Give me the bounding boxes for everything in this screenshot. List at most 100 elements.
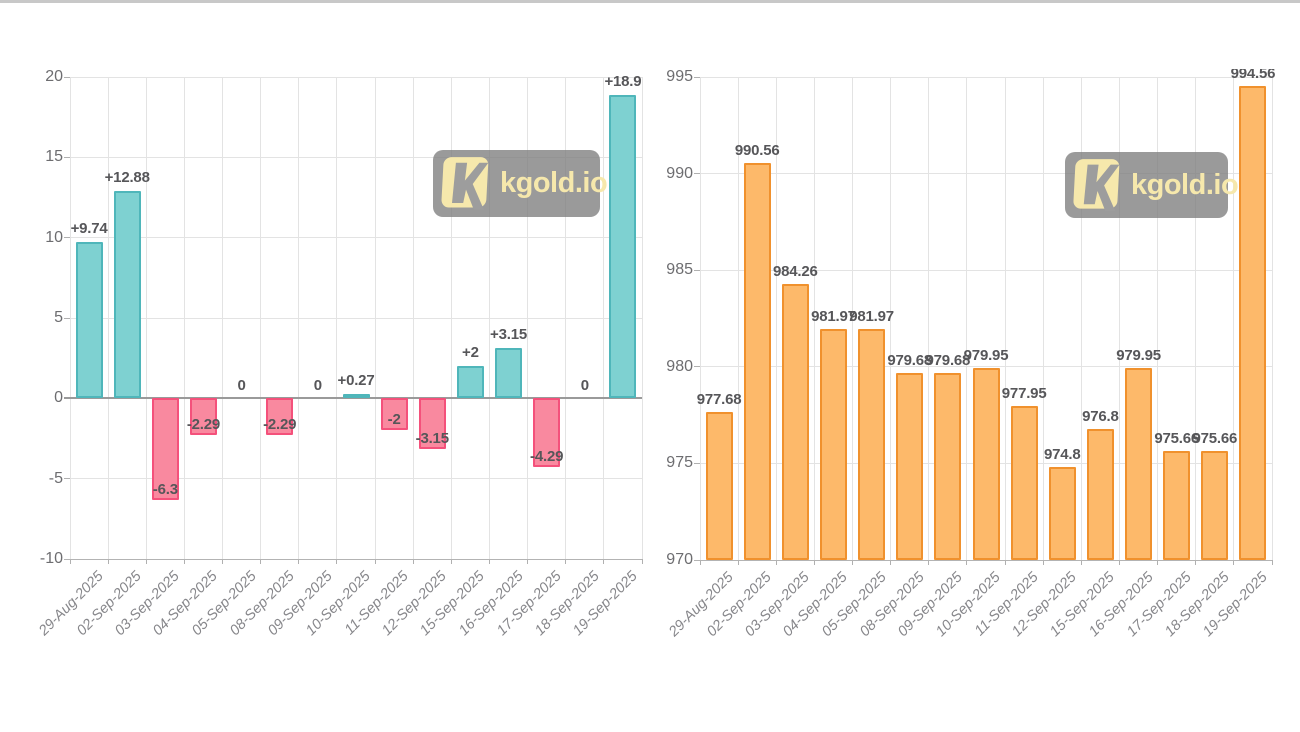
y-axis-tick <box>694 173 700 175</box>
bar-17-Sep-2025[interactable] <box>1163 450 1191 560</box>
x-gridline <box>1271 77 1273 560</box>
x-axis-tick <box>222 559 224 564</box>
y-axis-tick <box>64 237 70 239</box>
bar-value-label: 981.97 <box>811 307 856 325</box>
x-gridline <box>737 77 739 560</box>
y-axis-tick <box>694 366 700 368</box>
x-gridline <box>183 77 185 559</box>
y-axis-label: -10 <box>39 550 63 567</box>
bar-value-label: 977.95 <box>1001 385 1047 403</box>
x-gridline <box>222 77 224 559</box>
x-axis-tick <box>1271 560 1273 565</box>
bar-value-label: +2 <box>462 344 479 362</box>
y-axis-tick <box>694 269 700 271</box>
bar-02-Sep-2025[interactable] <box>113 191 141 399</box>
bar-04-Sep-2025[interactable] <box>189 398 217 436</box>
bar-10-Sep-2025[interactable] <box>342 393 370 399</box>
bar-29-Aug-2025[interactable] <box>705 411 733 560</box>
x-gridline <box>412 77 414 559</box>
bar-18-Sep-2025[interactable] <box>1201 450 1229 560</box>
bar-08-Sep-2025[interactable] <box>896 372 924 560</box>
bar-value-label: 979.95 <box>1116 346 1161 364</box>
bar-value-label: +0.27 <box>337 371 375 389</box>
bar-19-Sep-2025[interactable] <box>609 94 637 399</box>
y-axis-label: 5 <box>54 309 63 326</box>
x-axis-tick <box>966 560 968 565</box>
x-axis-tick <box>813 560 815 565</box>
daily-change-chart: 20 15 10 5 0 -5 -10 +9.74 +12.88 -6.3 -2.29 0 -2.29 0… <box>0 6 650 732</box>
y-axis-label: 20 <box>45 68 63 85</box>
x-axis-tick <box>852 560 854 565</box>
x-axis-tick <box>69 559 71 564</box>
bar-value-label: +9.74 <box>70 219 108 237</box>
y-gridline <box>70 156 642 158</box>
y-axis-tick <box>694 462 700 464</box>
bar-12-Sep-2025[interactable] <box>418 398 446 449</box>
bar-value-label: 994.56 <box>1230 69 1276 82</box>
y-axis-label: 990 <box>666 164 693 182</box>
y-axis-label: 970 <box>666 551 693 568</box>
x-axis-tick <box>737 560 739 565</box>
bar-15-Sep-2025[interactable] <box>1086 428 1114 560</box>
bar-12-Sep-2025[interactable] <box>1048 467 1076 560</box>
bar-03-Sep-2025[interactable] <box>781 284 809 560</box>
x-gridline <box>1004 77 1006 560</box>
bar-11-Sep-2025[interactable] <box>1010 406 1038 560</box>
bar-value-label: 974.8 <box>1043 446 1081 464</box>
x-gridline <box>1118 77 1120 560</box>
x-axis-tick <box>260 559 262 564</box>
x-axis-tick <box>1233 560 1235 565</box>
y-gridline <box>700 269 1272 271</box>
x-axis-tick <box>183 559 185 564</box>
y-axis-label: 985 <box>666 261 693 279</box>
bar-04-Sep-2025[interactable] <box>819 328 847 560</box>
x-gridline <box>145 77 147 559</box>
bar-29-Aug-2025[interactable] <box>75 241 103 399</box>
x-gridline <box>1195 77 1197 560</box>
bar-value-label: 984.26 <box>772 263 818 281</box>
bar-09-Sep-2025[interactable] <box>934 372 962 560</box>
x-gridline <box>374 77 376 559</box>
x-axis-tick <box>641 559 643 564</box>
x-gridline <box>603 77 605 559</box>
x-gridline <box>260 77 262 559</box>
x-axis-tick <box>450 559 452 564</box>
y-axis-tick <box>64 156 70 158</box>
bar-17-Sep-2025[interactable] <box>533 398 561 468</box>
x-axis-tick <box>1042 560 1044 565</box>
x-gridline <box>1080 77 1082 560</box>
bar-11-Sep-2025[interactable] <box>380 398 408 431</box>
bar-10-Sep-2025[interactable] <box>972 367 1000 560</box>
bar-08-Sep-2025[interactable] <box>266 398 294 436</box>
bar-value-label: -2.29 <box>186 416 221 434</box>
bar-value-label: -2 <box>387 411 401 429</box>
x-axis-tick <box>488 559 490 564</box>
bar-19-Sep-2025[interactable] <box>1239 85 1267 560</box>
bar-value-label: 979.68 <box>887 351 933 369</box>
y-axis-label: 10 <box>45 228 63 246</box>
bar-value-label: 976.8 <box>1082 407 1119 425</box>
bar-value-label: 975.66 <box>1154 429 1199 447</box>
y-axis-label: 980 <box>666 357 693 375</box>
x-gridline <box>488 77 490 559</box>
bar-value-label: -4.29 <box>530 448 564 466</box>
bar-16-Sep-2025[interactable] <box>1125 367 1153 560</box>
bar-16-Sep-2025[interactable] <box>495 347 523 399</box>
bar-value-label: 0 <box>313 377 322 395</box>
x-axis-tick <box>298 559 300 564</box>
y-gridline <box>70 317 642 319</box>
bar-value-label: +12.88 <box>104 169 150 187</box>
x-gridline <box>1042 77 1044 560</box>
bar-03-Sep-2025[interactable] <box>151 398 179 500</box>
bar-02-Sep-2025[interactable] <box>743 162 771 560</box>
bar-05-Sep-2025[interactable] <box>858 328 886 560</box>
x-axis-tick <box>336 559 338 564</box>
x-axis-tick <box>603 559 605 564</box>
y-gridline <box>700 366 1272 368</box>
x-gridline <box>565 77 567 559</box>
x-axis-line <box>694 559 1272 561</box>
bar-15-Sep-2025[interactable] <box>456 366 484 399</box>
bar-value-label: -2.29 <box>263 416 297 434</box>
x-axis-tick <box>1157 560 1159 565</box>
